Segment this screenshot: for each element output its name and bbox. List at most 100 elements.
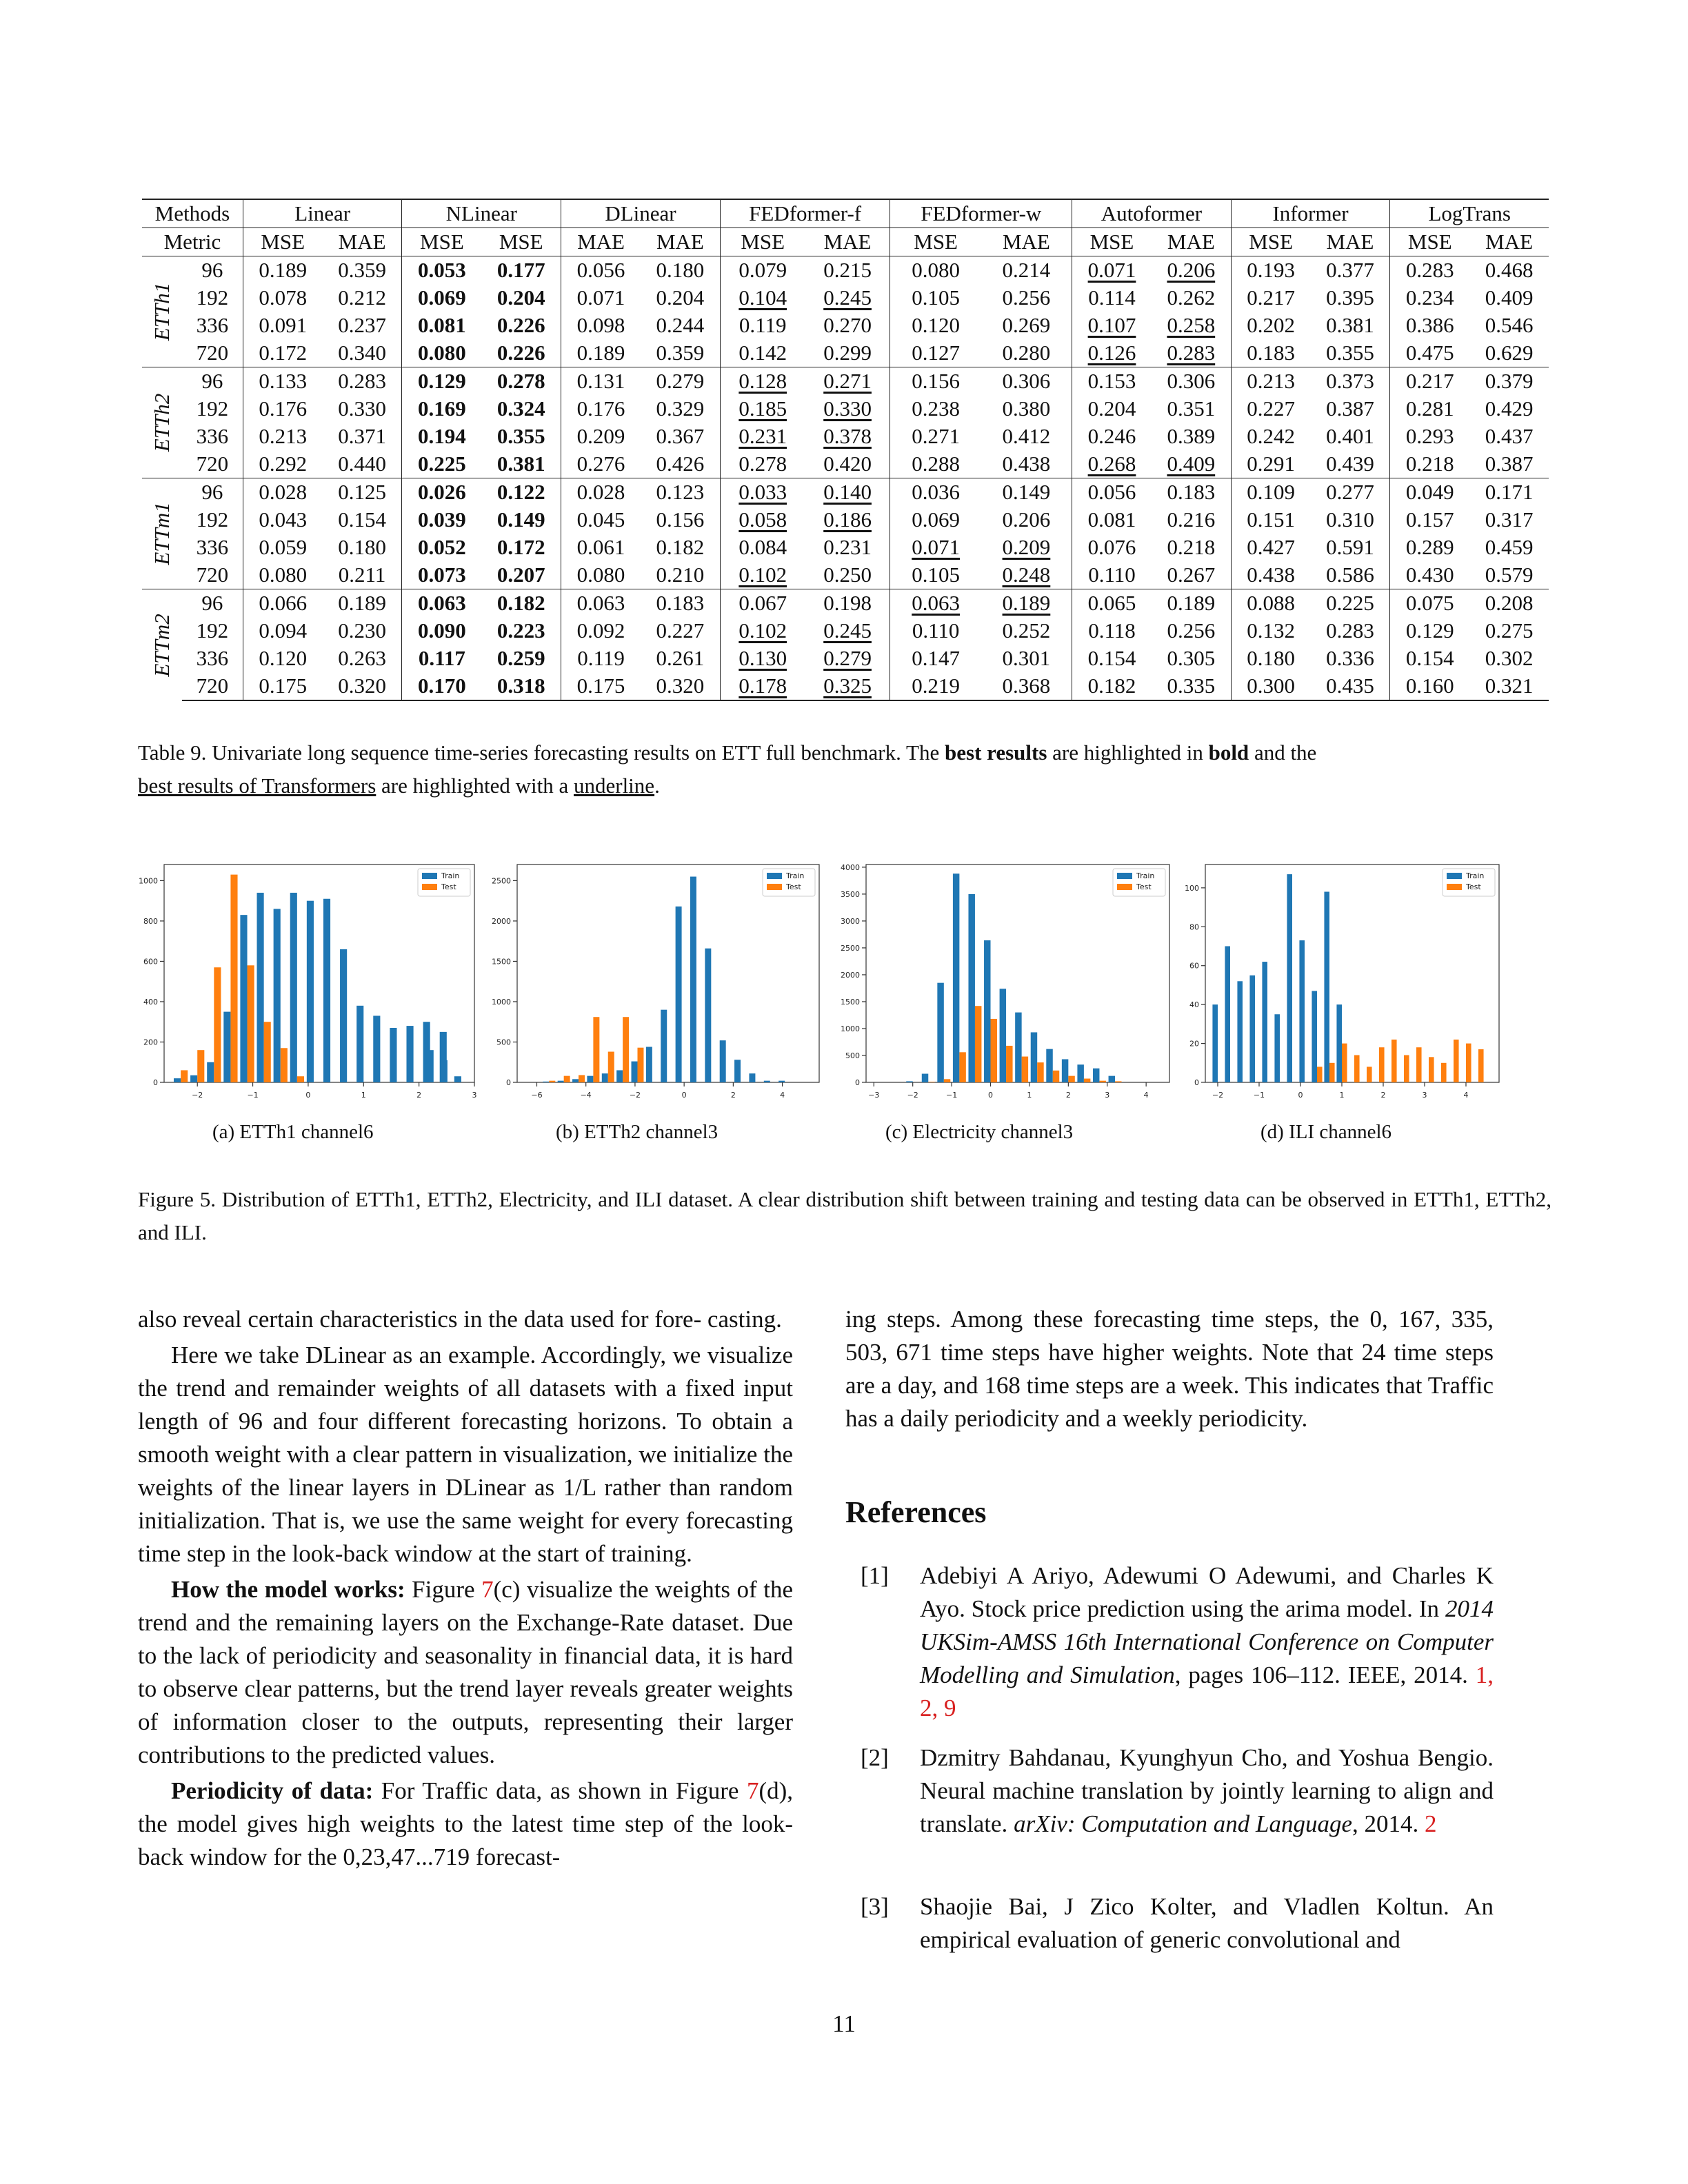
value-cell: 0.189 (322, 589, 402, 617)
table-row: 720 0.172 0.340 0.080 0.226 0.189 0.359 0.142 0.… (142, 339, 1549, 367)
horizon-cell: 720 (182, 672, 243, 701)
legend: Train Test (417, 868, 471, 897)
value-cell: 0.301 (1002, 646, 1051, 670)
train-bar (1299, 940, 1305, 1082)
value-cell: 0.069 (401, 284, 482, 312)
value-cell: 0.367 (656, 424, 705, 448)
value-cell: 0.069 (890, 506, 981, 534)
value-cell: 0.395 (1326, 285, 1374, 310)
value-cell: 0.170 (401, 672, 482, 701)
test-bar (1478, 1049, 1484, 1082)
value-cell: 0.104 (719, 284, 805, 312)
value-cell: 0.245 (823, 618, 872, 643)
train-bar (572, 1079, 579, 1082)
horizon-cell: 192 (196, 618, 229, 643)
value-cell: 0.204 (496, 285, 545, 310)
x-tick-label: 0 (682, 1091, 687, 1100)
value-cell: 0.355 (1326, 341, 1374, 365)
figure-link[interactable]: 7 (746, 1777, 759, 1804)
train-bar (340, 949, 348, 1082)
value-cell: 0.063 (890, 589, 981, 617)
citation-links[interactable]: 1, 2, 9 (920, 1661, 1494, 1721)
test-bar (1317, 1066, 1323, 1082)
test-bar (637, 1047, 644, 1082)
train-bar (207, 1062, 214, 1082)
y-tick-label: 400 (143, 998, 158, 1007)
y-tick-label: 60 (1189, 962, 1199, 971)
y-tick-label: 0 (855, 1078, 860, 1087)
value-cell: 0.211 (338, 563, 386, 587)
train-bar (749, 1073, 756, 1082)
value-cell: 0.147 (890, 645, 981, 672)
value-cell: 0.335 (1151, 672, 1232, 701)
y-tick-label: 1000 (492, 998, 511, 1007)
value-cell: 0.157 (1389, 506, 1470, 534)
value-cell: 0.102 (719, 617, 805, 645)
value-cell: 0.131 (561, 367, 641, 395)
horizon-cell: 192 (196, 396, 229, 421)
value-cell: 0.154 (1072, 645, 1152, 672)
train-bar (616, 1070, 623, 1082)
value-cell: 0.204 (656, 285, 705, 310)
test-bar (593, 1017, 600, 1082)
value-cell: 0.438 (1230, 561, 1311, 589)
value-cell: 0.176 (561, 395, 641, 423)
value-cell: 0.180 (338, 535, 386, 559)
test-bar (197, 1050, 205, 1082)
train-bar (1249, 975, 1255, 1082)
value-cell: 0.183 (640, 589, 721, 617)
value-cell: 0.098 (561, 312, 641, 339)
value-cell: 0.056 (561, 256, 641, 284)
test-bar (990, 1018, 997, 1082)
value-cell: 0.028 (561, 478, 641, 506)
value-cell: 0.256 (1002, 285, 1051, 310)
train-bar (999, 989, 1007, 1082)
table-row: ETTh2 96 0.133 0.283 0.129 0.278 0.131 0.279 0.1… (142, 367, 1549, 478)
y-tick-label: 500 (496, 1038, 511, 1046)
train-bar (439, 1031, 447, 1082)
value-cell: 0.292 (242, 450, 323, 478)
value-cell: 0.052 (401, 534, 482, 561)
value-cell: 0.289 (1389, 534, 1470, 561)
left-column: also reveal certain characteristics in t… (138, 1303, 793, 1874)
value-cell: 0.475 (1389, 339, 1470, 367)
y-tick-label: 1500 (492, 957, 511, 966)
value-cell: 0.261 (656, 646, 705, 670)
value-cell: 0.058 (719, 506, 805, 534)
test-bar (1441, 1062, 1447, 1082)
test-bar (1391, 1039, 1397, 1082)
value-cell: 0.063 (561, 589, 641, 617)
test-bar (943, 1079, 951, 1082)
table-row: 336 0.059 0.180 0.052 0.172 0.061 0.182 0.084 0.… (142, 534, 1549, 561)
x-tick-label: −2 (630, 1091, 641, 1100)
method-header: DLinear (561, 199, 721, 228)
test-bar (1115, 1081, 1122, 1082)
value-cell: 0.278 (719, 450, 805, 478)
figure-link[interactable]: 7 (481, 1576, 494, 1603)
legend-label: Test (1465, 882, 1481, 891)
value-cell: 0.579 (1485, 563, 1534, 587)
value-cell: 0.183 (1230, 339, 1311, 367)
value-cell: 0.059 (242, 534, 323, 561)
value-cell: 0.194 (401, 423, 482, 450)
value-cell: 0.435 (1310, 672, 1390, 701)
table-row: 720 0.292 0.440 0.225 0.381 0.276 0.426 0.278 0.… (142, 450, 1549, 478)
value-cell: 0.028 (242, 478, 323, 506)
value-cell: 0.230 (338, 618, 386, 643)
value-cell: 0.132 (1230, 617, 1311, 645)
train-bar (426, 1050, 434, 1082)
dataset-label: ETTh2 (142, 367, 182, 478)
test-bar (959, 1052, 966, 1082)
value-cell: 0.043 (242, 506, 323, 534)
value-cell: 0.300 (1230, 672, 1311, 701)
citation-links[interactable]: 2 (1425, 1810, 1437, 1837)
value-cell: 0.359 (338, 258, 386, 282)
value-cell: 0.109 (1230, 478, 1311, 506)
train-bar (631, 1061, 638, 1082)
train-bar (290, 892, 297, 1082)
train-bar (1077, 1064, 1084, 1082)
value-cell: 0.189 (242, 256, 323, 284)
value-cell: 0.198 (805, 589, 890, 617)
value-cell: 0.259 (496, 646, 545, 670)
y-tick-label: 40 (1189, 1000, 1199, 1009)
